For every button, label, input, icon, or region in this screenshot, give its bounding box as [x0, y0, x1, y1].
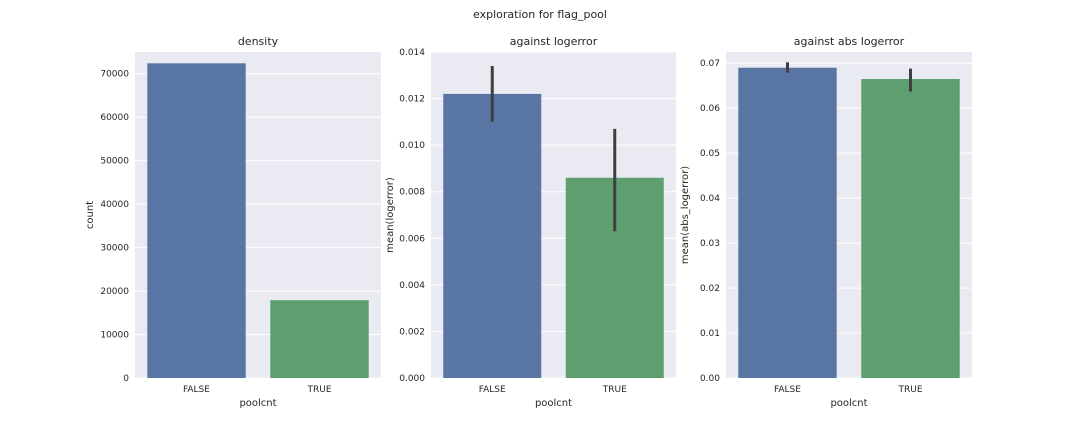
x-tick-label: TRUE: [306, 385, 331, 395]
y-tick-label: 0.008: [399, 188, 425, 198]
y-tick-label: 70000: [100, 70, 129, 80]
y-tick-label: 50000: [100, 157, 129, 167]
y-tick-label: 0.06: [700, 104, 720, 114]
bar-false: [738, 67, 837, 379]
y-tick-label: 0.02: [700, 284, 720, 294]
chart-title: density: [238, 35, 279, 48]
chart-title: against abs logerror: [794, 35, 905, 48]
y-tick-label: 10000: [100, 331, 129, 341]
y-tick-label: 0.012: [399, 95, 425, 105]
x-tick-label: TRUE: [897, 385, 922, 395]
y-tick-label: 0.07: [700, 59, 720, 69]
chart-panel-1: 0 10000 20000 30000 40000 50000 60000 70000 FALS…: [85, 35, 381, 409]
x-axis-label: poolcnt: [830, 398, 867, 409]
y-tick-label: 0.000: [399, 374, 425, 384]
y-tick-label: 0: [123, 374, 129, 384]
y-tick-label: 40000: [100, 200, 129, 210]
x-tick-label: FALSE: [479, 385, 506, 395]
y-tick-label: 0.05: [700, 149, 720, 159]
y-tick-label: 0.03: [700, 239, 720, 249]
y-tick-label: 0.006: [399, 234, 425, 244]
x-tick-label: FALSE: [183, 385, 210, 395]
y-tick-label: 60000: [100, 113, 129, 123]
chart-title: against logerror: [510, 35, 598, 48]
y-tick-label: 0.002: [399, 327, 425, 337]
bar-false: [147, 63, 246, 379]
chart-panel-3: 0.00 0.01 0.02 0.03 0.04 0.05 0.06 0.07 FALSE TRU…: [680, 35, 972, 409]
bar-true: [270, 300, 369, 378]
y-tick-label: 20000: [100, 287, 129, 297]
x-tick-label: FALSE: [774, 385, 801, 395]
x-axis-label: poolcnt: [535, 398, 572, 409]
chart-panel-2: 0.000 0.002 0.004 0.006 0.008 0.010 0.012 0.014…: [385, 35, 676, 409]
y-axis-label: mean(logerror): [385, 177, 396, 253]
x-tick-label: TRUE: [602, 385, 627, 395]
x-axis-label: poolcnt: [239, 398, 276, 409]
y-tick-label: 0.01: [700, 329, 720, 339]
panels: 0 10000 20000 30000 40000 50000 60000 70000 FALS…: [85, 35, 972, 409]
y-tick-label: 0.00: [700, 374, 720, 384]
y-tick-label: 0.010: [399, 141, 425, 151]
figure-suptitle: exploration for flag_pool: [473, 8, 607, 21]
y-tick-label: 0.004: [399, 281, 425, 291]
bar-false: [443, 93, 542, 379]
bar-true: [861, 78, 960, 378]
y-tick-label: 0.014: [399, 48, 425, 58]
y-tick-label: 0.04: [700, 194, 720, 204]
y-tick-label: 30000: [100, 244, 129, 254]
y-axis-label: mean(abs_logerror): [680, 166, 691, 264]
y-axis-label: count: [85, 201, 96, 229]
